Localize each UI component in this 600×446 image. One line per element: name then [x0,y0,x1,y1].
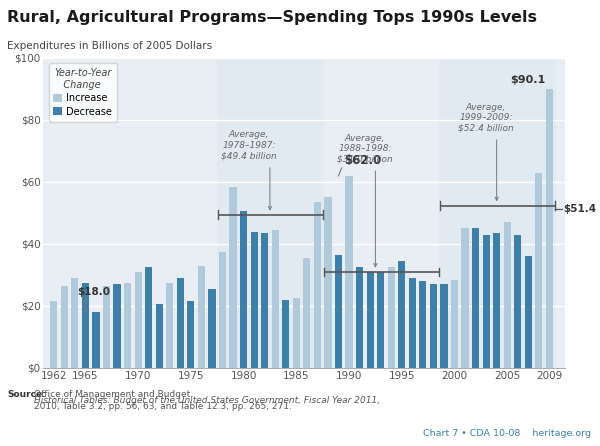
Bar [409,278,416,368]
Text: Average,
1978–1987:
$49.4 billion: Average, 1978–1987: $49.4 billion [221,131,277,160]
Bar [503,222,511,368]
Bar [272,230,279,368]
Text: Average,
1988–1998:
$31.0 billion: Average, 1988–1998: $31.0 billion [337,133,393,163]
Bar [514,235,521,368]
Bar [430,284,437,368]
Bar [145,267,152,368]
Bar [282,300,289,368]
Text: $90.1: $90.1 [511,75,546,85]
Text: Office of Management and Budget,: Office of Management and Budget, [34,390,196,399]
Bar [50,301,58,368]
Bar [293,298,300,368]
Bar [240,211,247,368]
Bar [219,252,226,368]
Bar [325,198,332,368]
Bar [335,255,342,368]
Text: $18.0: $18.0 [77,287,110,297]
Bar [535,173,542,368]
Bar [208,289,215,368]
Bar [134,272,142,368]
Bar [472,228,479,368]
Bar [92,312,100,368]
Bar [419,281,427,368]
Bar [440,284,448,368]
Bar [482,235,490,368]
Bar [367,272,374,368]
Text: Rural, Agricultural Programs—Spending Tops 1990s Levels: Rural, Agricultural Programs—Spending To… [7,10,537,25]
Text: $62.0: $62.0 [344,154,381,167]
Bar [439,58,556,368]
Bar [61,286,68,368]
Bar [177,278,184,368]
Text: Average,
1999–2009:
$52.4 billion: Average, 1999–2009: $52.4 billion [458,103,514,132]
Text: Expenditures in Billions of 2005 Dollars: Expenditures in Billions of 2005 Dollars [7,41,212,51]
Bar [493,233,500,368]
Text: $51.4: $51.4 [563,204,596,214]
Bar [314,202,321,368]
Bar [113,284,121,368]
Legend: Increase, Decrease: Increase, Decrease [49,63,117,122]
Bar [198,266,205,368]
Bar [377,272,384,368]
Bar [398,261,406,368]
Bar [346,176,353,368]
Text: Chart 7 • CDA 10-08    heritage.org: Chart 7 • CDA 10-08 heritage.org [423,429,591,438]
Bar [461,228,469,368]
Bar [525,256,532,368]
Bar [217,58,324,368]
Bar [187,301,194,368]
Text: 2010, Table 3.2, pp. 56, 63, and Table 12.3, pp. 265, 271.: 2010, Table 3.2, pp. 56, 63, and Table 1… [34,402,292,411]
Text: Source:: Source: [7,390,46,399]
Bar [82,283,89,368]
Bar [388,267,395,368]
Bar [546,89,553,368]
Bar [356,267,363,368]
Bar [103,286,110,368]
Bar [261,233,268,368]
Bar [303,258,310,368]
Bar [124,283,131,368]
Bar [166,283,173,368]
Bar [251,231,257,368]
Bar [229,186,236,368]
Bar [71,278,79,368]
Bar [155,305,163,368]
Bar [451,280,458,368]
Text: Historical Tables: Budget of the United States Government, Fiscal Year 2011,: Historical Tables: Budget of the United … [34,396,380,405]
